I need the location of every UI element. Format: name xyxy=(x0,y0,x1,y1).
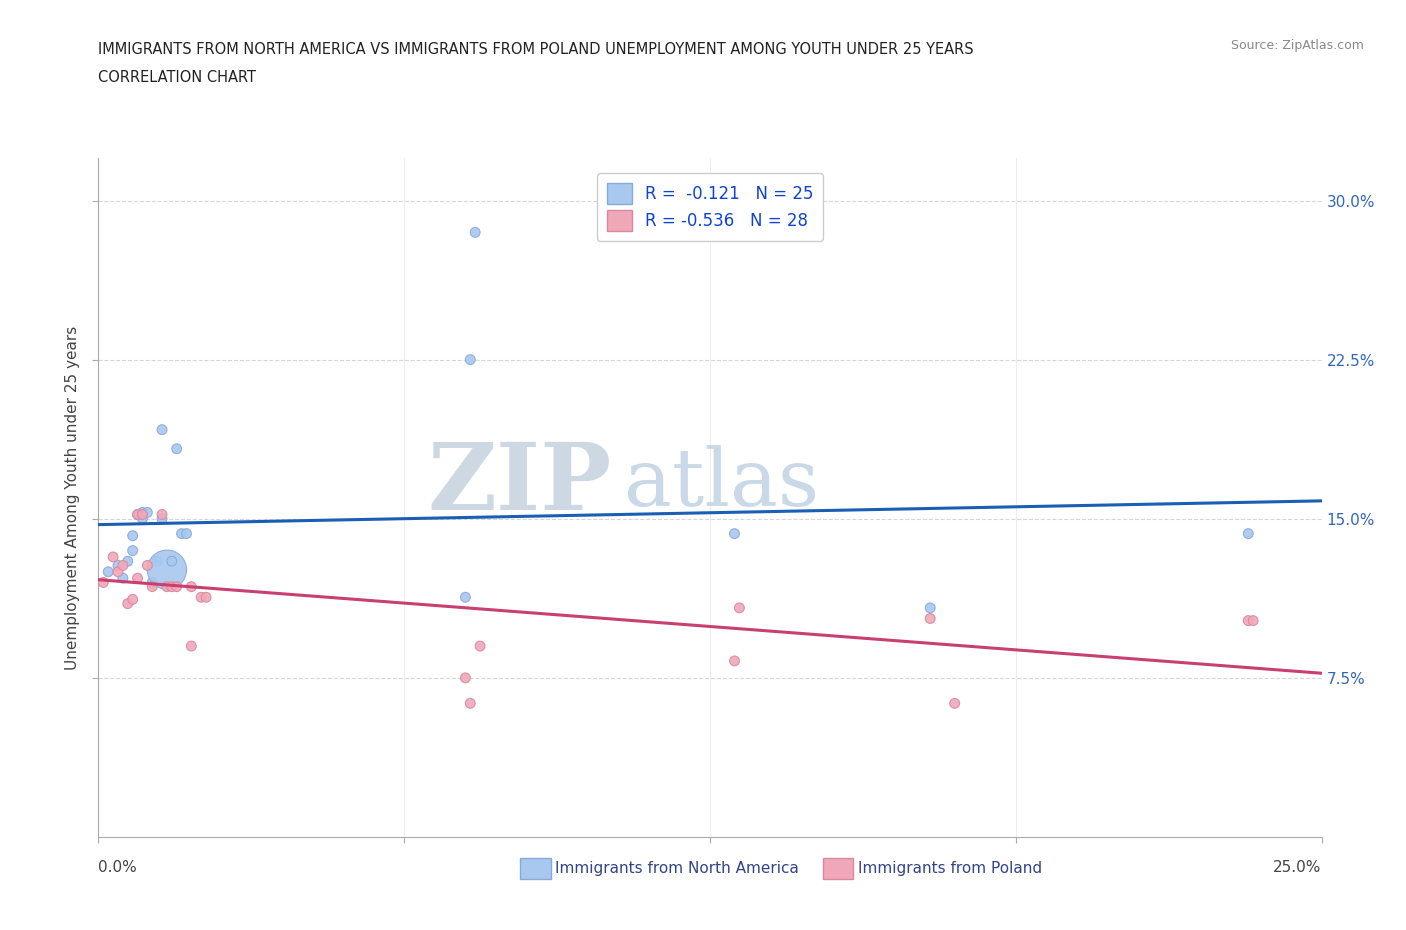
Point xyxy=(131,507,153,522)
Point xyxy=(117,553,139,568)
Text: ZIP: ZIP xyxy=(427,439,612,529)
Point xyxy=(141,579,163,594)
Point xyxy=(111,558,134,573)
Point xyxy=(166,442,188,457)
Text: Immigrants from North America: Immigrants from North America xyxy=(555,861,799,876)
Point xyxy=(723,654,745,669)
Point xyxy=(127,571,149,586)
Point xyxy=(141,575,163,590)
Point xyxy=(107,558,129,573)
Point xyxy=(728,601,751,616)
Point xyxy=(111,571,134,586)
Point xyxy=(160,553,183,568)
Point xyxy=(190,590,212,604)
Point xyxy=(107,565,129,579)
Point xyxy=(454,590,477,604)
Text: 25.0%: 25.0% xyxy=(1274,860,1322,875)
Point xyxy=(920,601,942,616)
Point xyxy=(150,507,173,522)
Point xyxy=(117,596,139,611)
Point xyxy=(136,505,159,520)
Point xyxy=(146,553,169,568)
Point xyxy=(468,639,491,654)
Point xyxy=(121,592,143,607)
Point xyxy=(458,696,481,711)
Point xyxy=(131,512,153,526)
Point xyxy=(150,422,173,437)
Point xyxy=(1237,526,1260,541)
Point xyxy=(723,526,745,541)
Point xyxy=(101,550,124,565)
Point xyxy=(1237,613,1260,628)
Legend: R =  -0.121   N = 25, R = -0.536   N = 28: R = -0.121 N = 25, R = -0.536 N = 28 xyxy=(596,173,824,241)
Point xyxy=(195,590,218,604)
Point xyxy=(121,528,143,543)
Point xyxy=(127,507,149,522)
Point xyxy=(920,611,942,626)
Point xyxy=(454,671,477,685)
Text: 0.0%: 0.0% xyxy=(98,860,138,875)
Point xyxy=(91,575,114,590)
Point xyxy=(97,565,120,579)
Point xyxy=(121,543,143,558)
Point xyxy=(160,579,183,594)
Text: CORRELATION CHART: CORRELATION CHART xyxy=(98,70,256,85)
Point xyxy=(156,563,179,578)
Point xyxy=(943,696,966,711)
Text: Source: ZipAtlas.com: Source: ZipAtlas.com xyxy=(1230,39,1364,52)
Point xyxy=(1241,613,1264,628)
Point xyxy=(180,639,202,654)
Point xyxy=(180,579,202,594)
Point xyxy=(127,507,149,522)
Text: atlas: atlas xyxy=(624,445,820,523)
Point xyxy=(131,505,153,520)
Point xyxy=(176,526,198,541)
Text: Immigrants from Poland: Immigrants from Poland xyxy=(858,861,1042,876)
Point xyxy=(156,579,179,594)
Point xyxy=(170,526,193,541)
Point xyxy=(464,225,486,240)
Y-axis label: Unemployment Among Youth under 25 years: Unemployment Among Youth under 25 years xyxy=(65,326,80,670)
Point xyxy=(150,512,173,526)
Point xyxy=(458,352,481,367)
Point xyxy=(136,558,159,573)
Text: IMMIGRANTS FROM NORTH AMERICA VS IMMIGRANTS FROM POLAND UNEMPLOYMENT AMONG YOUTH: IMMIGRANTS FROM NORTH AMERICA VS IMMIGRA… xyxy=(98,42,974,57)
Point xyxy=(166,579,188,594)
